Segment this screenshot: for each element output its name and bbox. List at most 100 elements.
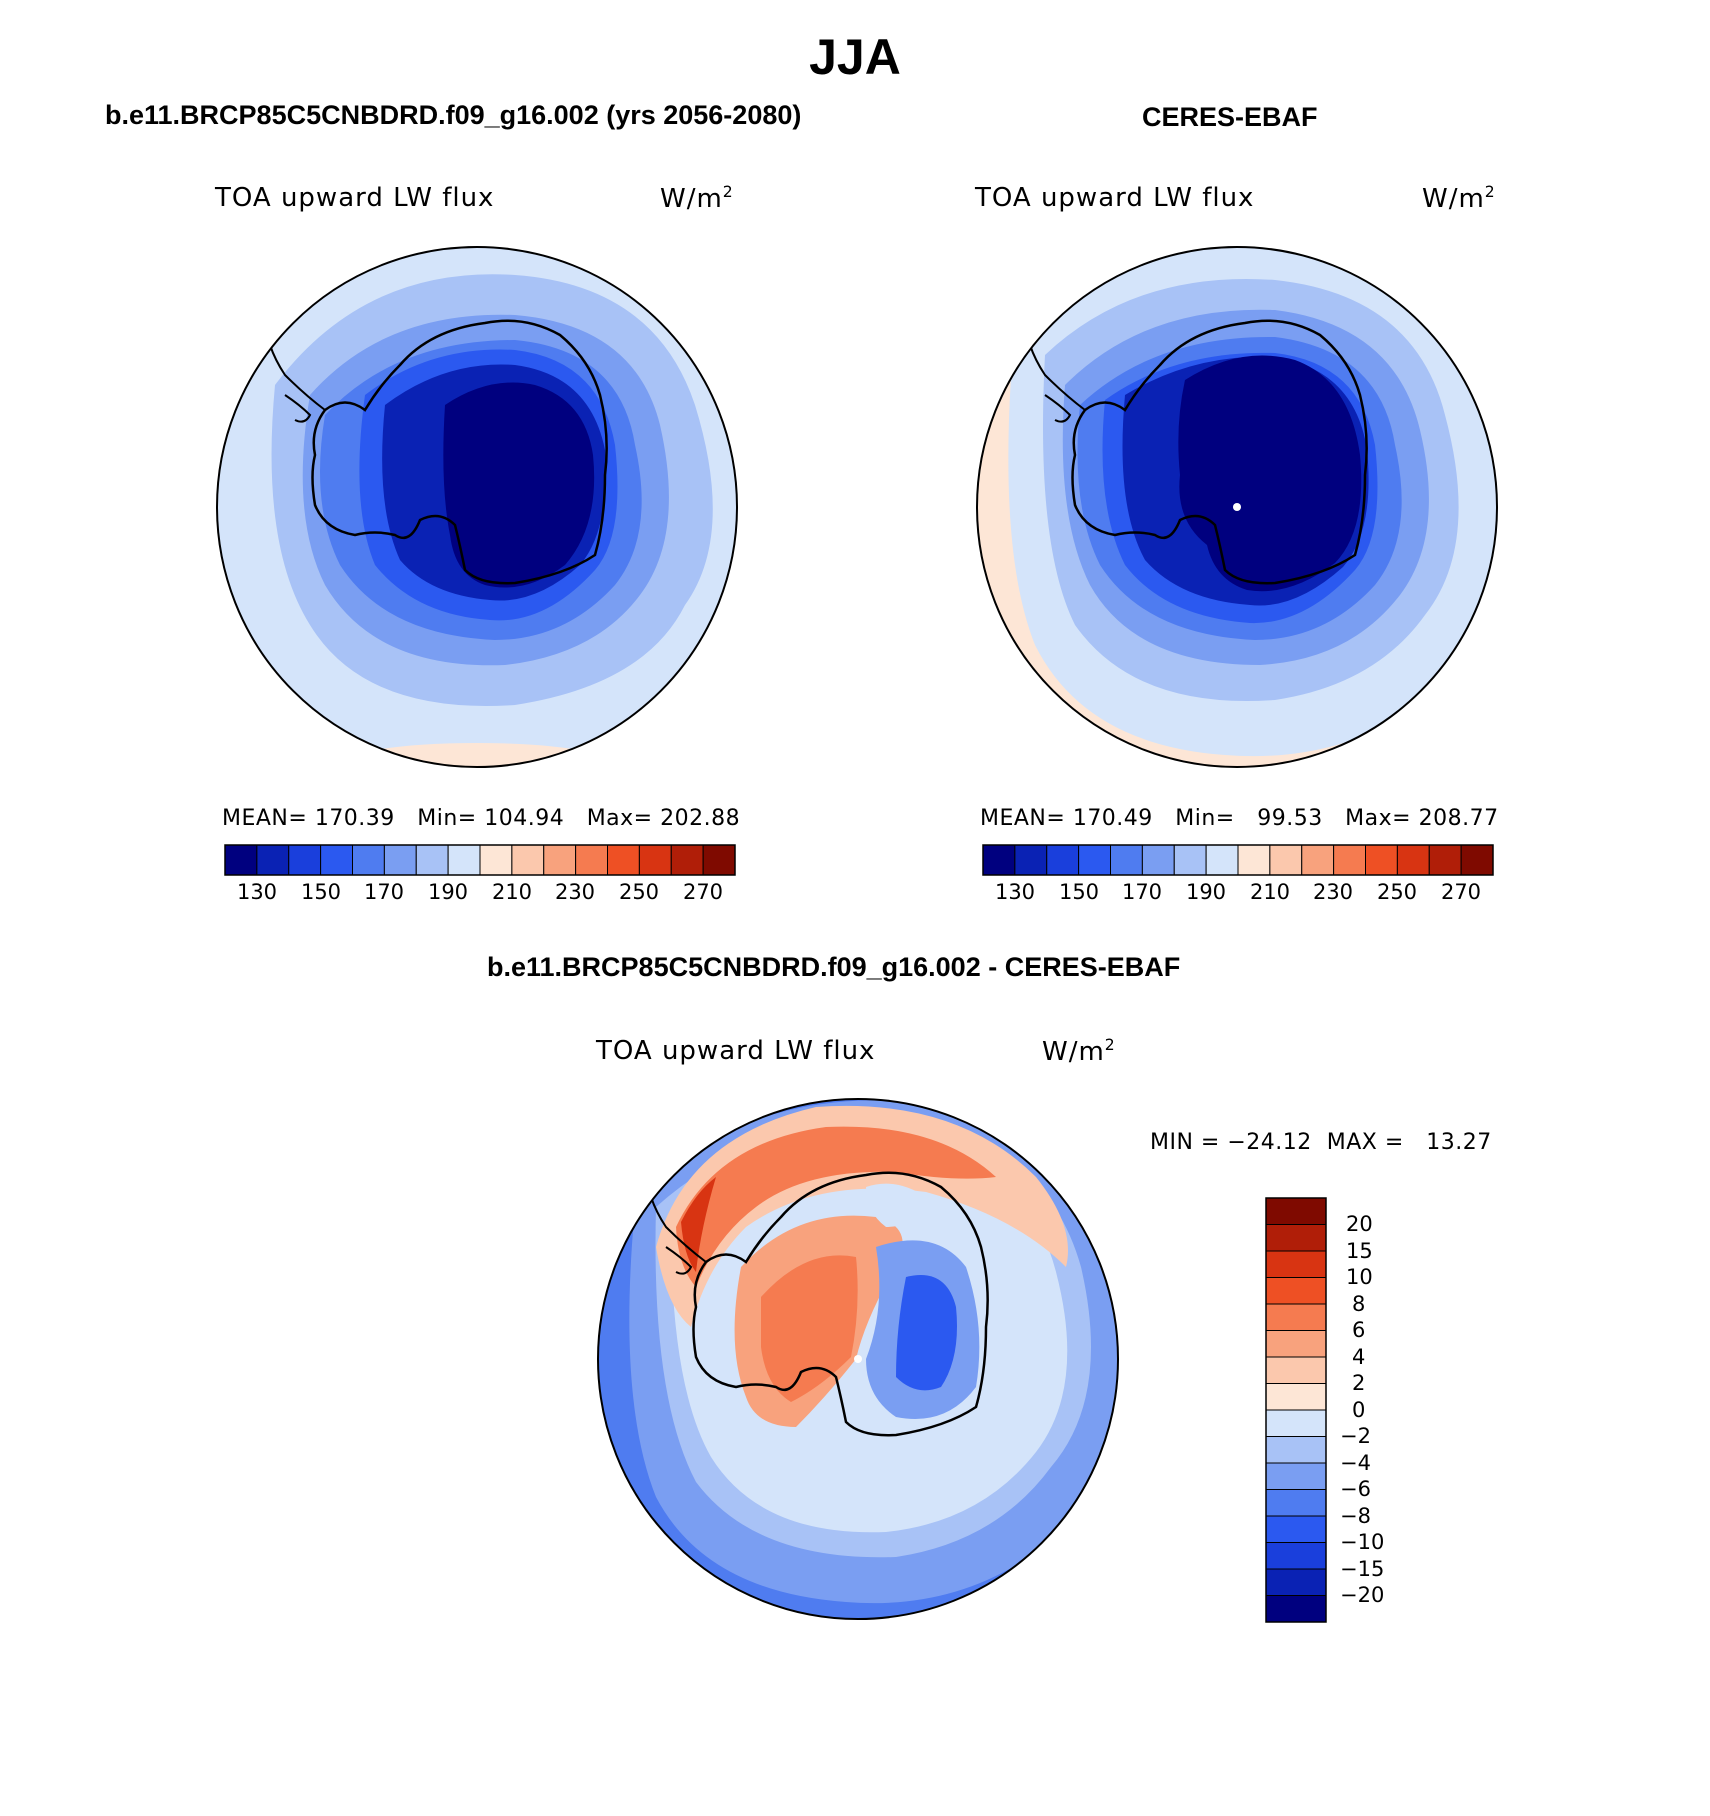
obs-polar-map [976, 246, 1498, 768]
colorbar-swatch [1265, 1409, 1327, 1437]
colorbar-swatch [1265, 1250, 1327, 1278]
colorbar-swatch [1265, 1356, 1327, 1384]
obs-core [1178, 355, 1362, 592]
colorbar-swatch [1265, 1436, 1327, 1464]
colorbar-swatch [543, 844, 577, 876]
model-tick: 190 [427, 880, 469, 904]
model-polar-map [216, 246, 738, 768]
diff-tick: 10 [1346, 1265, 1373, 1289]
diff-tick: 2 [1352, 1371, 1366, 1395]
obs-colorbar [982, 844, 1494, 876]
diff-panel-title: b.e11.BRCP85C5CNBDRD.f09_g16.002 - CERES… [487, 952, 1181, 982]
obs-units-label: W/m2 [1422, 183, 1496, 214]
colorbar-swatch [575, 844, 608, 876]
obs-tick: 170 [1121, 880, 1163, 904]
colorbar-swatch [1365, 844, 1398, 876]
colorbar-swatch [1265, 1277, 1327, 1305]
colorbar-swatch [1078, 844, 1111, 876]
model-variable-label: TOA upward LW flux [215, 183, 495, 213]
figure-title: JJA [809, 29, 901, 85]
model-tick: 150 [300, 880, 342, 904]
model-warm-rim [337, 743, 617, 767]
colorbar-swatch [1014, 844, 1048, 876]
model-peninsula [269, 344, 326, 423]
diff-island [598, 1196, 647, 1213]
diff-peninsula [650, 1196, 707, 1275]
model-map-boundary [216, 246, 738, 768]
diff-tick: 15 [1346, 1239, 1373, 1263]
diff-tick: −6 [1340, 1477, 1371, 1501]
colorbar-swatch [1110, 844, 1143, 876]
obs-tick: 190 [1185, 880, 1227, 904]
colorbar-swatch [1046, 844, 1080, 876]
diff-tick: −4 [1340, 1451, 1371, 1475]
colorbar-swatch [1265, 1595, 1327, 1623]
colorbar-swatch [638, 844, 672, 876]
obs-antarctica-coast [1071, 319, 1368, 585]
colorbar-swatch [670, 844, 704, 876]
model-island [217, 344, 266, 361]
diff-tick: 20 [1346, 1212, 1373, 1236]
colorbar-swatch [1265, 1515, 1327, 1543]
model-panel-title: b.e11.BRCP85C5CNBDRD.f09_g16.002 (yrs 20… [105, 100, 802, 130]
diff-tick: −20 [1340, 1583, 1385, 1607]
diff-band-minus2 [671, 1141, 1068, 1533]
model-tick: 210 [491, 880, 533, 904]
colorbar-swatch [1265, 1197, 1327, 1225]
colorbar-swatch [982, 844, 1016, 876]
obs-pole-marker [1233, 503, 1241, 511]
colorbar-swatch [1265, 1542, 1327, 1570]
colorbar-swatch [256, 844, 290, 876]
colorbar-swatch [1301, 844, 1335, 876]
model-colorbar [224, 844, 736, 876]
diff-tick: −10 [1340, 1530, 1385, 1554]
obs-stats: MEAN= 170.49 Min= 99.53 Max= 208.77 [980, 806, 1499, 831]
diff-antarctica-coast [692, 1171, 989, 1437]
colorbar-swatch [702, 844, 736, 876]
diff-warm-arc-6 [676, 1126, 996, 1287]
colorbar-swatch [1265, 1224, 1327, 1252]
colorbar-swatch [511, 844, 545, 876]
model-tick: 130 [236, 880, 278, 904]
model-antarctica-coast [311, 319, 608, 585]
obs-tick: 210 [1249, 880, 1291, 904]
colorbar-swatch [607, 844, 640, 876]
colorbar-swatch [1265, 1383, 1327, 1411]
colorbar-swatch [383, 844, 417, 876]
colorbar-swatch [1265, 1489, 1327, 1517]
colorbar-swatch [1173, 844, 1207, 876]
obs-panel-title: CERES-EBAF [1142, 102, 1318, 132]
colorbar-swatch [1237, 844, 1271, 876]
colorbar-swatch [415, 844, 449, 876]
diff-stats: MIN = −24.12 MAX = 13.27 [1150, 1130, 1492, 1155]
diff-units-label: W/m2 [1042, 1036, 1116, 1067]
colorbar-swatch [1396, 844, 1430, 876]
diff-tick: 6 [1352, 1318, 1366, 1342]
colorbar-swatch [224, 844, 258, 876]
model-colorbar-ticks: 130 150 170 190 210 230 250 270 [225, 880, 735, 910]
obs-tick: 270 [1440, 880, 1482, 904]
diff-interior-cool-core [896, 1275, 957, 1391]
colorbar-swatch [1333, 844, 1366, 876]
model-tick: 230 [554, 880, 596, 904]
diff-map-boundary [597, 1098, 1119, 1620]
colorbar-swatch [1460, 844, 1494, 876]
diff-pole-marker [854, 1355, 862, 1363]
diff-variable-label: TOA upward LW flux [596, 1036, 876, 1066]
model-units-label: W/m2 [660, 183, 734, 214]
colorbar-swatch [1265, 1568, 1327, 1596]
model-tick: 270 [682, 880, 724, 904]
obs-colorbar-ticks: 130 150 170 190 210 230 250 270 [983, 880, 1493, 910]
colorbar-swatch [1141, 844, 1175, 876]
model-stats: MEAN= 170.39 Min= 104.94 Max= 202.88 [222, 806, 741, 831]
diff-interior-warm-core [761, 1255, 858, 1402]
obs-tick: 230 [1312, 880, 1354, 904]
colorbar-swatch [288, 844, 322, 876]
model-core [443, 382, 595, 588]
diff-tick: 4 [1352, 1345, 1366, 1369]
colorbar-swatch [1265, 1330, 1327, 1358]
colorbar-swatch [320, 844, 353, 876]
colorbar-swatch [1265, 1462, 1327, 1490]
colorbar-swatch [1428, 844, 1462, 876]
colorbar-swatch [1269, 844, 1303, 876]
